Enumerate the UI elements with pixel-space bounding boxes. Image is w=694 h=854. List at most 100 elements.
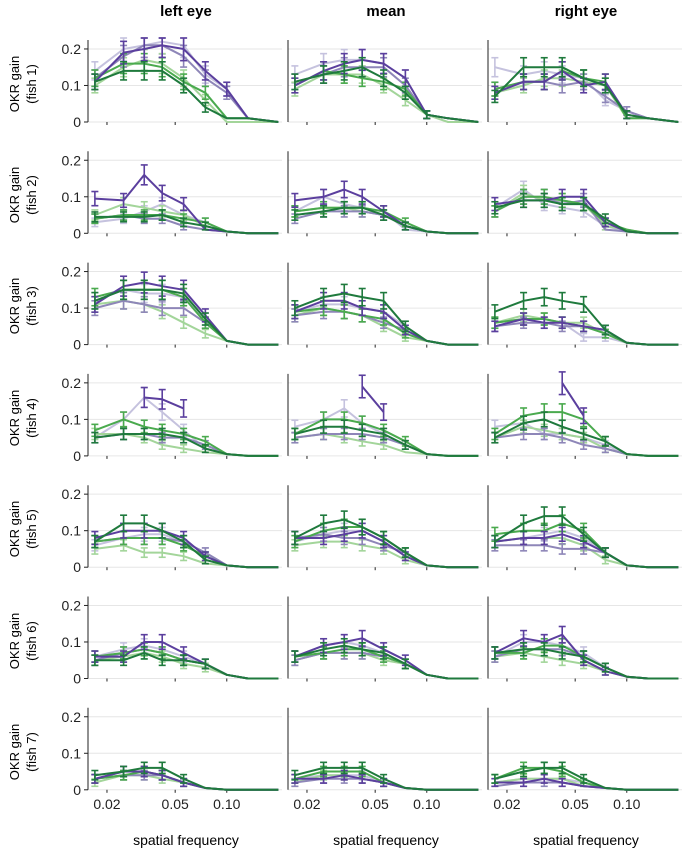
series-2 (91, 530, 279, 569)
panel-r2-c2 (287, 151, 482, 237)
series-line (494, 433, 679, 457)
series-line (94, 299, 279, 346)
row-label-fish-3: OKR gain (fish 3) (7, 278, 39, 334)
series-line (494, 195, 679, 235)
panel-r7-c2: 0.02 0.05 0.10 (287, 707, 482, 812)
series-1 (558, 371, 588, 425)
panel-r5-c2 (287, 485, 482, 571)
x-tick-label: 0.10 (413, 796, 440, 812)
y-tick-label: 0 (73, 114, 81, 130)
series-line (294, 73, 479, 123)
y-tick-label: 0.1 (62, 634, 82, 650)
y-tick-label: 0 (73, 448, 81, 464)
series-1 (91, 765, 279, 791)
series-2 (491, 538, 679, 569)
panel-r6-c3 (487, 596, 682, 682)
y-tick-label: 0.1 (62, 411, 82, 427)
y-tick-label: 0 (73, 337, 81, 353)
panel-r6-c1: 0 0.1 0.2 (62, 596, 282, 687)
series-4 (291, 419, 479, 457)
series-4 (291, 637, 479, 680)
row-label-fish-2: OKR gain (fish 2) (7, 167, 39, 223)
series-5 (291, 61, 479, 123)
x-tick-label: 0.02 (293, 796, 320, 812)
y-tick-label: 0.2 (62, 709, 82, 725)
row-label-fish-1: OKR gain (fish 1) (7, 56, 39, 112)
series-4 (91, 209, 279, 235)
y-tick-label: 0 (73, 225, 81, 241)
series-4 (491, 192, 679, 235)
series-4 (291, 761, 479, 791)
x-tick-label: 0.02 (93, 796, 120, 812)
panel-r3-c2 (287, 262, 482, 348)
row-label-fish-6: OKR gain (fish 6) (7, 613, 39, 669)
series-2 (291, 427, 479, 457)
y-tick-label: 0.2 (62, 264, 82, 280)
series-4 (491, 642, 679, 680)
series-1 (358, 374, 388, 422)
y-tick-label: 0 (73, 671, 81, 687)
series-4 (491, 287, 679, 346)
x-tick-label: 0.05 (562, 796, 589, 812)
panel-r6-c2 (287, 596, 482, 682)
x-tick-label: 0.05 (362, 796, 389, 812)
series-line (94, 299, 279, 346)
series-4 (91, 761, 279, 791)
x-axis-label-mean: spatial frequency (333, 832, 439, 848)
x-axis-label-right: spatial frequency (533, 832, 639, 848)
series-4 (291, 200, 479, 235)
panel-r3-c1: 0 0.1 0.2 (62, 262, 282, 353)
y-tick-label: 0.1 (62, 189, 82, 205)
series-line (494, 66, 679, 123)
series-4 (491, 411, 679, 457)
series-line (294, 433, 479, 457)
x-tick-label: 0.02 (493, 796, 520, 812)
series-line (94, 544, 279, 569)
row-labels: OKR gain (fish 1) OKR gain (fish 2) OKR ga… (7, 56, 39, 780)
y-tick-label: 0.1 (62, 745, 82, 761)
panel-r4-c2 (287, 373, 482, 459)
panel-r4-c1: 0 0.1 0.2 (62, 373, 282, 464)
series-line (494, 188, 679, 235)
series-4 (291, 56, 479, 123)
row-label-fish-5: OKR gain (fish 5) (7, 501, 39, 557)
y-tick-label: 0 (73, 559, 81, 575)
series-4 (91, 427, 279, 457)
series-line (494, 66, 679, 123)
column-titles: left eye mean right eye (160, 3, 617, 20)
panel-r1-c3 (487, 40, 682, 125)
column-title-mean: mean (366, 3, 405, 20)
x-axis-label-left: spatial frequency (133, 832, 239, 848)
series-5 (491, 403, 679, 457)
panel-r5-c1: 0 0.1 0.2 (62, 485, 282, 575)
y-tick-label: 0.1 (62, 523, 82, 539)
y-tick-label: 0.2 (62, 375, 82, 391)
series-4 (291, 510, 479, 569)
series-1 (291, 291, 479, 346)
series-1 (140, 386, 188, 418)
series-line (294, 66, 479, 123)
x-tick-label: 0.05 (162, 796, 189, 812)
y-tick-label: 0.2 (62, 597, 82, 613)
row-label-fish-4: OKR gain (fish 4) (7, 390, 39, 446)
series-4 (91, 514, 279, 569)
x-tick-label: 0.10 (613, 796, 640, 812)
y-tick-label: 0.2 (62, 41, 82, 57)
y-tick-label: 0.2 (62, 152, 82, 168)
panel-r5-c3 (487, 485, 682, 571)
column-title-right-eye: right eye (555, 3, 618, 20)
series-line (494, 633, 679, 680)
series-4 (491, 506, 679, 569)
series-4 (491, 56, 679, 123)
series-line (561, 382, 585, 417)
x-axis-labels: spatial frequency spatial frequency spat… (133, 832, 639, 848)
series-line (494, 80, 679, 123)
series-4 (291, 283, 479, 346)
panels: 00.10.200.10.200.10.200.10.200.10.200.10… (62, 37, 682, 812)
panel-r2-c3 (487, 151, 682, 237)
y-tick-label: 0.1 (62, 77, 82, 93)
series-1 (491, 526, 679, 569)
panel-r1-c1: 0 0.1 0.2 (62, 37, 282, 130)
